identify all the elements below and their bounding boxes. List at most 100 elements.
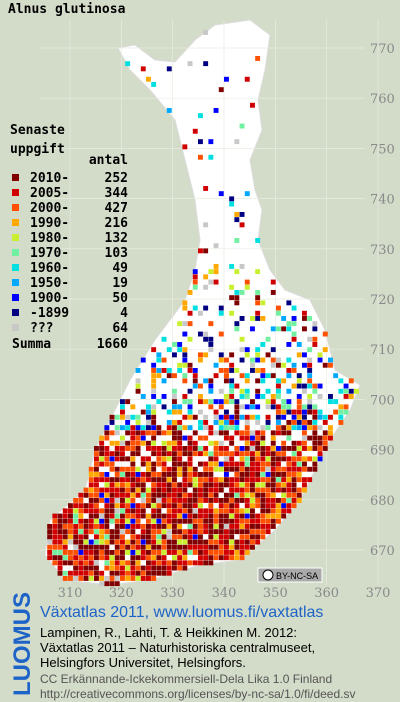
occurrence-cell xyxy=(244,492,250,498)
occurrence-cell xyxy=(302,310,307,316)
occurrence-cell xyxy=(255,414,261,420)
occurrence-cell xyxy=(120,404,125,410)
occurrence-cell xyxy=(234,492,240,498)
occurrence-cell xyxy=(114,524,120,529)
occurrence-cell xyxy=(187,492,193,498)
occurrence-cell xyxy=(187,290,193,295)
occurrence-cell xyxy=(208,539,214,545)
occurrence-cell xyxy=(260,492,266,498)
occurrence-cell xyxy=(99,529,105,535)
occurrence-cell xyxy=(250,446,255,451)
occurrence-cell xyxy=(156,560,162,566)
occurrence-cell xyxy=(208,503,214,509)
occurrence-cell xyxy=(234,212,240,217)
occurrence-cell xyxy=(343,404,349,410)
occurrence-cell xyxy=(218,425,224,431)
occurrence-cell xyxy=(198,357,203,363)
occurrence-cell xyxy=(213,264,219,269)
occurrence-cell xyxy=(52,518,58,524)
occurrence-cell xyxy=(260,435,266,441)
occurrence-cell xyxy=(73,544,79,550)
occurrence-cell xyxy=(198,503,203,509)
occurrence-cell xyxy=(229,477,235,483)
occurrence-cell xyxy=(255,388,261,394)
occurrence-cell xyxy=(94,534,99,540)
occurrence-cell xyxy=(291,503,297,509)
occurrence-cell xyxy=(130,534,136,540)
occurrence-cell xyxy=(286,456,292,462)
occurrence-cell xyxy=(260,461,266,467)
occurrence-cell xyxy=(203,274,209,280)
cc-icon xyxy=(262,569,274,581)
occurrence-cell xyxy=(135,544,141,550)
occurrence-cell xyxy=(177,503,183,509)
occurrence-cell xyxy=(73,524,79,529)
occurrence-cell xyxy=(187,524,193,529)
occurrence-cell xyxy=(224,524,229,529)
occurrence-cell xyxy=(276,498,281,503)
legend-swatch xyxy=(12,219,19,226)
occurrence-cell xyxy=(260,378,266,384)
occurrence-cell xyxy=(270,404,276,410)
occurrence-cell xyxy=(302,352,307,358)
occurrence-cell xyxy=(208,555,214,561)
occurrence-cell xyxy=(255,539,261,545)
occurrence-cell xyxy=(114,565,120,571)
occurrence-cell xyxy=(151,477,157,483)
occurrence-cell xyxy=(192,274,198,280)
occurrence-cell xyxy=(151,518,157,524)
occurrence-cell xyxy=(270,446,276,451)
occurrence-cell xyxy=(68,534,73,540)
occurrence-cell xyxy=(198,477,203,483)
occurrence-cell xyxy=(114,487,120,493)
occurrence-cell xyxy=(265,451,271,457)
northing-label: 710 xyxy=(370,343,395,358)
occurrence-cell xyxy=(182,399,188,405)
occurrence-cell xyxy=(182,373,188,379)
occurrence-cell xyxy=(307,347,313,353)
occurrence-cell xyxy=(177,534,183,540)
occurrence-cell xyxy=(244,544,250,550)
occurrence-cell xyxy=(213,414,219,420)
occurrence-cell xyxy=(161,394,167,399)
occurrence-cell xyxy=(125,487,131,493)
occurrence-cell xyxy=(172,518,177,524)
occurrence-cell xyxy=(286,357,292,363)
occurrence-cell xyxy=(229,362,235,368)
occurrence-cell xyxy=(260,503,266,509)
occurrence-cell xyxy=(187,399,193,405)
occurrence-cell xyxy=(255,430,261,436)
occurrence-cell xyxy=(203,378,209,384)
occurrence-cell xyxy=(224,357,229,363)
occurrence-cell xyxy=(94,565,99,571)
occurrence-cell xyxy=(296,394,302,399)
occurrence-cell xyxy=(114,560,120,566)
occurrence-cell xyxy=(213,440,219,446)
legend-label: 1970- xyxy=(30,246,69,261)
occurrence-cell xyxy=(255,524,261,529)
occurrence-cell xyxy=(135,466,141,472)
occurrence-cell xyxy=(156,529,162,535)
occurrence-cell xyxy=(244,388,250,394)
occurrence-cell xyxy=(166,544,172,550)
occurrence-cell xyxy=(296,373,302,379)
occurrence-cell xyxy=(244,518,250,524)
occurrence-cell xyxy=(281,503,287,509)
occurrence-cell xyxy=(244,425,250,431)
occurrence-cell xyxy=(291,456,297,462)
occurrence-cell xyxy=(265,373,271,379)
occurrence-cell xyxy=(312,425,318,431)
occurrence-cell xyxy=(229,388,235,394)
occurrence-cell xyxy=(276,472,281,477)
occurrence-cell xyxy=(203,30,209,35)
occurrence-cell xyxy=(250,466,255,472)
occurrence-cell xyxy=(187,477,193,483)
occurrence-cell xyxy=(286,326,292,332)
legend-label: 1960- xyxy=(30,261,69,276)
occurrence-cell xyxy=(255,238,261,243)
occurrence-cell xyxy=(83,508,89,514)
occurrence-cell xyxy=(291,409,297,415)
occurrence-cell xyxy=(172,555,177,561)
occurrence-cell xyxy=(68,539,73,545)
